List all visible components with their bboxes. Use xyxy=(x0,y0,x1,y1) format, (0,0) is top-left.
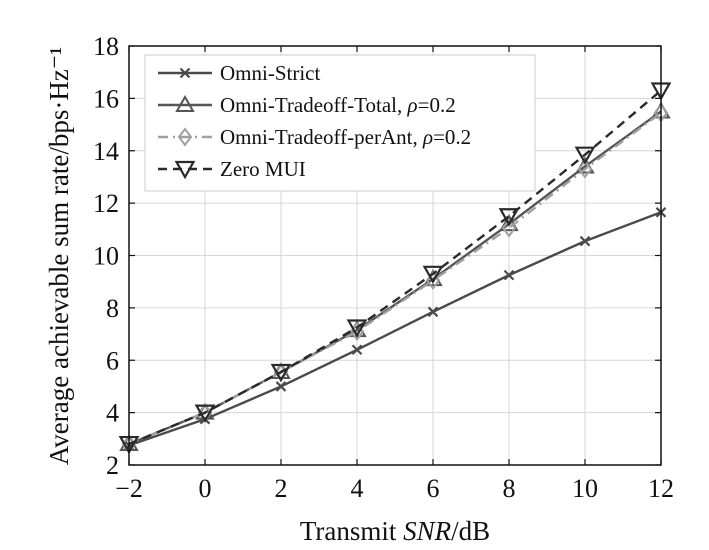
legend-box xyxy=(144,54,536,192)
data-point xyxy=(577,159,593,179)
data-point xyxy=(351,344,363,356)
legend-entry: Omni-Tradeoff-perAnt, ρ=0.2 xyxy=(158,125,471,149)
x-tick-label: 4 xyxy=(351,474,364,503)
data-point xyxy=(270,363,292,383)
legend-marker xyxy=(177,127,193,147)
legend-entry: Omni-Tradeoff-Total, ρ=0.2 xyxy=(158,93,456,117)
data-point xyxy=(346,319,368,338)
y-tick-label: 18 xyxy=(93,32,119,61)
legend-marker xyxy=(179,67,191,79)
y-axis-title: Average achievable sum rate/bps·Hz⁻¹ xyxy=(44,47,74,465)
data-point xyxy=(422,265,444,285)
data-point xyxy=(501,218,517,238)
y-tick-label: 16 xyxy=(93,84,119,113)
data-point xyxy=(498,208,520,227)
x-tick-label: 12 xyxy=(648,474,674,503)
y-tick-label: 8 xyxy=(106,294,119,323)
data-point xyxy=(427,306,439,318)
x-tick-label: −2 xyxy=(115,474,143,503)
axis-ticks: −2 0 2 4 6 8 10 12 2 4 6 8 10 12 14 16 18 xyxy=(93,32,674,503)
y-tick-label: 12 xyxy=(93,189,119,218)
x-tick-label: 2 xyxy=(275,474,288,503)
legend-entry: Omni-Strict xyxy=(158,61,320,85)
legend-label: Omni-Tradeoff-Total, ρ=0.2 xyxy=(220,93,456,117)
y-tick-label: 2 xyxy=(106,451,119,480)
y-tick-label: 4 xyxy=(106,399,119,428)
data-point xyxy=(579,235,591,247)
legend-label: Omni-Strict xyxy=(220,61,320,85)
y-tick-label: 14 xyxy=(93,137,119,166)
legend-entry: Zero MUI xyxy=(158,157,306,181)
data-point xyxy=(425,270,441,291)
y-tick-label: 6 xyxy=(106,346,119,375)
x-tick-label: 8 xyxy=(503,474,516,503)
legend-label: Omni-Tradeoff-perAnt, ρ=0.2 xyxy=(220,125,471,149)
series-line xyxy=(128,211,662,447)
data-point xyxy=(194,404,216,423)
x-tick-label: 0 xyxy=(199,474,212,503)
legend: Omni-Strict Omni-Tradeoff-Total, ρ=0.2 Omn… xyxy=(144,54,536,192)
y-tick-label: 10 xyxy=(93,242,119,271)
legend-marker xyxy=(174,160,196,180)
series-layer xyxy=(118,82,672,455)
x-tick-label: 6 xyxy=(427,474,440,503)
x-tick-label: 10 xyxy=(572,474,598,503)
legend-marker xyxy=(175,94,195,112)
data-point xyxy=(503,269,515,281)
legend-label: Zero MUI xyxy=(220,157,306,181)
data-point xyxy=(499,214,519,232)
data-point xyxy=(574,146,596,165)
x-axis-title: Transmit SNR/dB xyxy=(300,516,490,546)
data-point xyxy=(275,381,287,392)
series-line xyxy=(128,89,662,446)
